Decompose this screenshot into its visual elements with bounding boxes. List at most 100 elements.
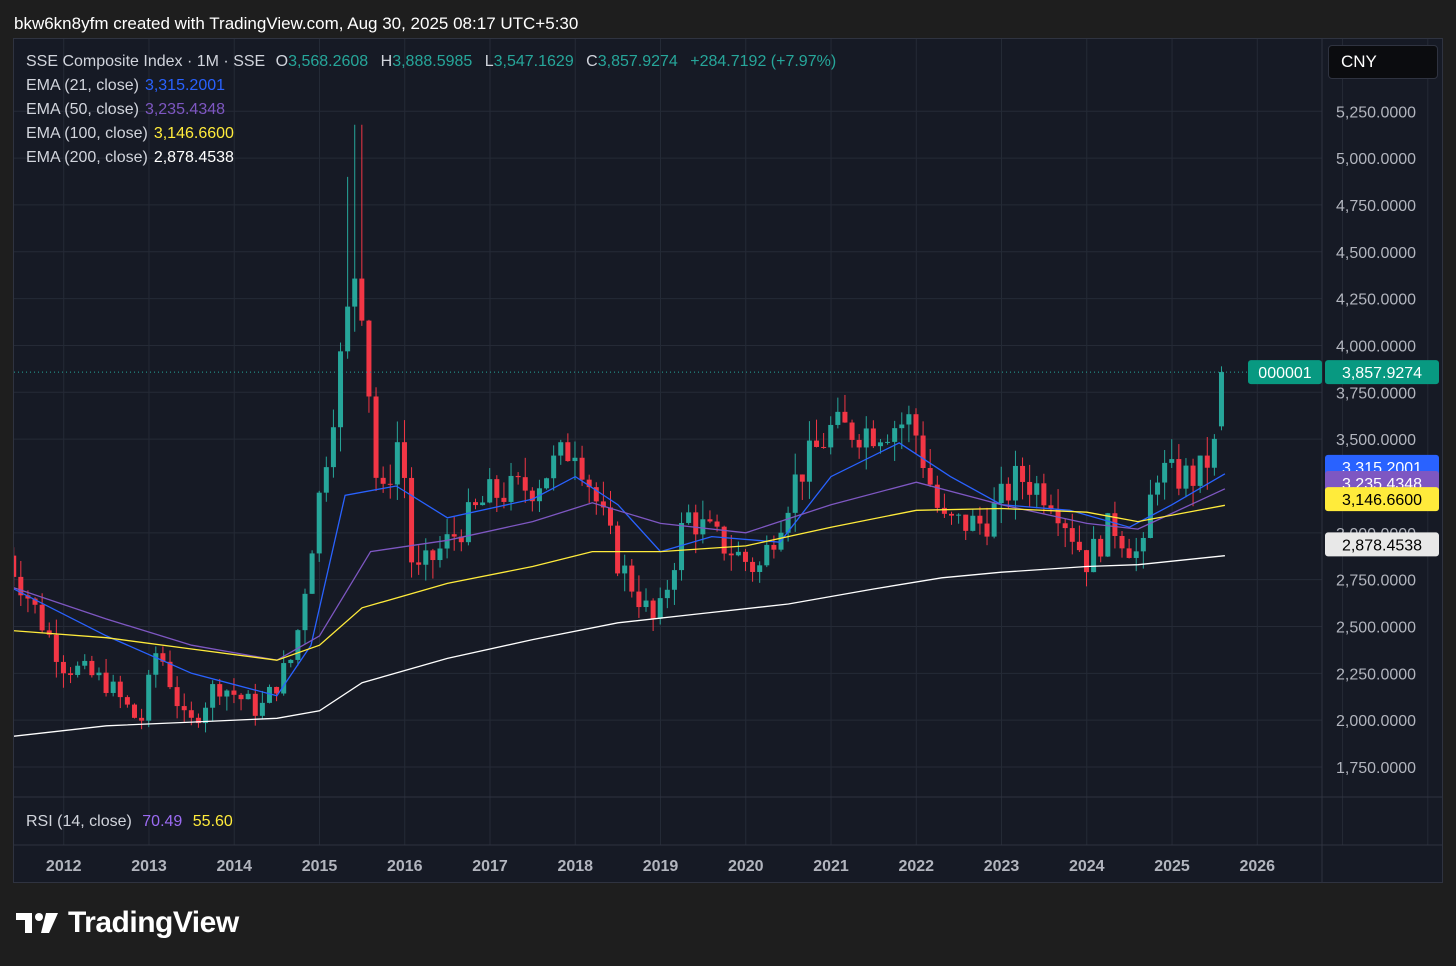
candle-down — [494, 479, 500, 498]
time-tick-label: 2014 — [216, 858, 252, 875]
candle-down — [842, 411, 848, 423]
time-tick-label: 2017 — [472, 858, 508, 875]
time-tick-label: 2023 — [984, 858, 1020, 875]
price-tick-label: 2,250.0000 — [1336, 666, 1416, 683]
close-label: C — [586, 53, 598, 70]
price-tick-label: 2,000.0000 — [1336, 713, 1416, 730]
candle-up — [288, 659, 294, 664]
candle-down — [1083, 550, 1089, 573]
currency-button[interactable]: CNY — [1328, 45, 1438, 79]
candle-down — [14, 555, 17, 577]
candle-up — [487, 479, 493, 503]
candle-up — [1133, 551, 1139, 558]
candle-down — [451, 534, 457, 537]
candle-down — [1098, 538, 1104, 557]
candle-up — [480, 502, 486, 506]
candle-down — [139, 717, 145, 721]
ema50-legend[interactable]: EMA (50, close) 3,235.4348 — [26, 101, 225, 119]
candle-down — [814, 440, 820, 447]
candle-down — [1069, 528, 1075, 542]
candle-down — [920, 435, 926, 469]
last-price-tag-text: 3,857.9274 — [1342, 365, 1422, 382]
candle-down — [25, 595, 31, 599]
candle-down — [870, 428, 876, 447]
candle-up — [686, 512, 692, 523]
candle-down — [963, 514, 969, 531]
ema200-tag-text: 2,878.4538 — [1342, 537, 1422, 554]
candle-up — [785, 512, 791, 533]
candle-down — [501, 497, 507, 502]
candle-down — [1062, 523, 1068, 529]
candle-down — [927, 468, 933, 485]
ema21-legend[interactable]: EMA (21, close) 3,315.2001 — [26, 77, 225, 95]
candle-up — [465, 502, 471, 543]
candle-down — [60, 661, 66, 674]
candle-up — [700, 519, 706, 535]
candle-down — [1126, 548, 1132, 558]
ema200-label: EMA (200, close) — [26, 149, 148, 166]
candle-up — [877, 442, 883, 447]
candle-up — [956, 514, 962, 516]
symbol-tag-bg — [1248, 360, 1322, 385]
candle-up — [309, 553, 315, 594]
candle-down — [650, 600, 656, 619]
candle-up — [1140, 537, 1146, 552]
candle-down — [771, 544, 777, 550]
chart-container[interactable]: 5,250.0000 5,000.0000 4,750.0000 4,500.0000… — [13, 38, 1443, 883]
candle-down — [103, 672, 109, 693]
ema200-legend[interactable]: EMA (200, close) 2,878.4538 — [26, 149, 234, 167]
price-tick-label: 4,000.0000 — [1336, 338, 1416, 355]
candle-up — [330, 427, 336, 468]
candle-up — [75, 665, 81, 675]
candle-up — [316, 492, 322, 554]
candle-up — [394, 442, 400, 485]
candle-up — [899, 424, 905, 429]
candle-down — [607, 507, 613, 526]
candle-down — [1076, 541, 1082, 551]
candle-down — [18, 576, 24, 596]
candle-up — [259, 702, 265, 716]
time-tick-label: 2022 — [898, 858, 934, 875]
candle-down — [195, 717, 201, 724]
rsi-value-2: 55.60 — [192, 813, 233, 830]
chart-background — [14, 39, 1442, 882]
candle-down — [174, 687, 180, 707]
price-tick-label: 4,750.0000 — [1336, 198, 1416, 215]
candle-down — [934, 484, 940, 508]
candle-up — [863, 428, 869, 448]
candle-up — [544, 478, 550, 489]
candle-down — [949, 513, 955, 516]
candle-down — [68, 673, 74, 675]
rsi-label: RSI (14, close) — [26, 813, 132, 830]
price-tick-label: 4,500.0000 — [1336, 245, 1416, 262]
candle-up — [906, 414, 912, 425]
rsi-legend[interactable]: RSI (14, close) 70.49 55.60 — [26, 813, 239, 831]
price-axis-corner — [1323, 846, 1442, 882]
candle-down — [387, 483, 393, 485]
candle-down — [401, 442, 407, 478]
ema100-legend[interactable]: EMA (100, close) 3,146.6600 — [26, 125, 234, 143]
candle-down — [160, 653, 166, 662]
candle-down — [32, 598, 38, 605]
ema50-value: 3,235.4348 — [144, 101, 226, 118]
ema200-tag: 2,878.4538 — [1325, 532, 1439, 557]
last-price-tag-bg — [1325, 360, 1439, 385]
ema21-value: 3,315.2001 — [144, 77, 226, 94]
candle-up — [1218, 372, 1224, 427]
candle-down — [693, 512, 699, 535]
candle-down — [1048, 505, 1054, 510]
candle-down — [458, 536, 464, 543]
candle-up — [423, 550, 429, 565]
ema100-value: 3,146.6600 — [153, 125, 234, 142]
candle-down — [977, 515, 983, 524]
candle-down — [522, 477, 528, 491]
candle-up — [664, 589, 670, 599]
candle-up — [302, 593, 308, 631]
candle-down — [1055, 509, 1061, 524]
candle-up — [735, 551, 741, 556]
candle-up — [643, 600, 649, 608]
price-chart[interactable]: 5,250.0000 5,000.0000 4,750.0000 4,500.0000… — [14, 39, 1443, 883]
candle-down — [366, 320, 372, 397]
ema100-label: EMA (100, close) — [26, 125, 148, 142]
symbol-tag-text: 000001 — [1258, 365, 1311, 382]
